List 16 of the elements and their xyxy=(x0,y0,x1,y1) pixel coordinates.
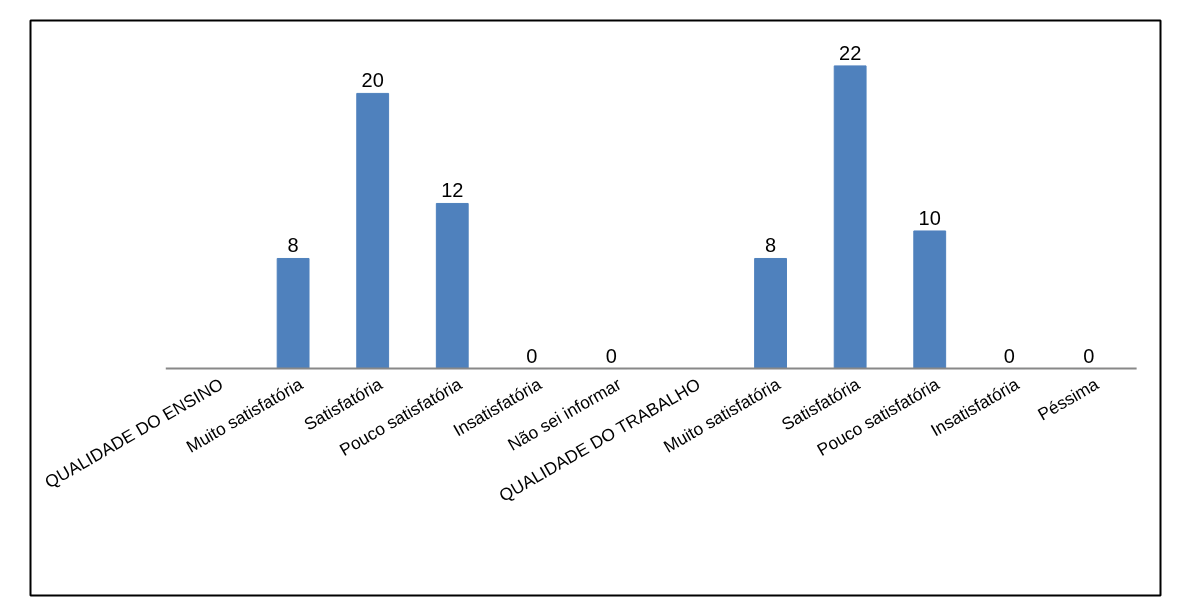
data-label: 20 xyxy=(361,69,384,92)
data-label: 12 xyxy=(441,179,464,202)
bar xyxy=(435,202,469,370)
bar xyxy=(913,230,947,370)
bar xyxy=(754,257,787,370)
data-label: 0 xyxy=(526,344,538,367)
data-label: 22 xyxy=(839,41,862,64)
data-label: 0 xyxy=(1083,344,1095,367)
bar xyxy=(276,257,310,370)
data-label: 0 xyxy=(1003,344,1015,367)
data-label: 0 xyxy=(605,344,617,367)
data-label: 8 xyxy=(287,234,299,257)
data-label: 10 xyxy=(918,206,941,229)
data-label: 8 xyxy=(765,234,777,257)
bar xyxy=(356,92,390,370)
bar xyxy=(833,65,867,370)
